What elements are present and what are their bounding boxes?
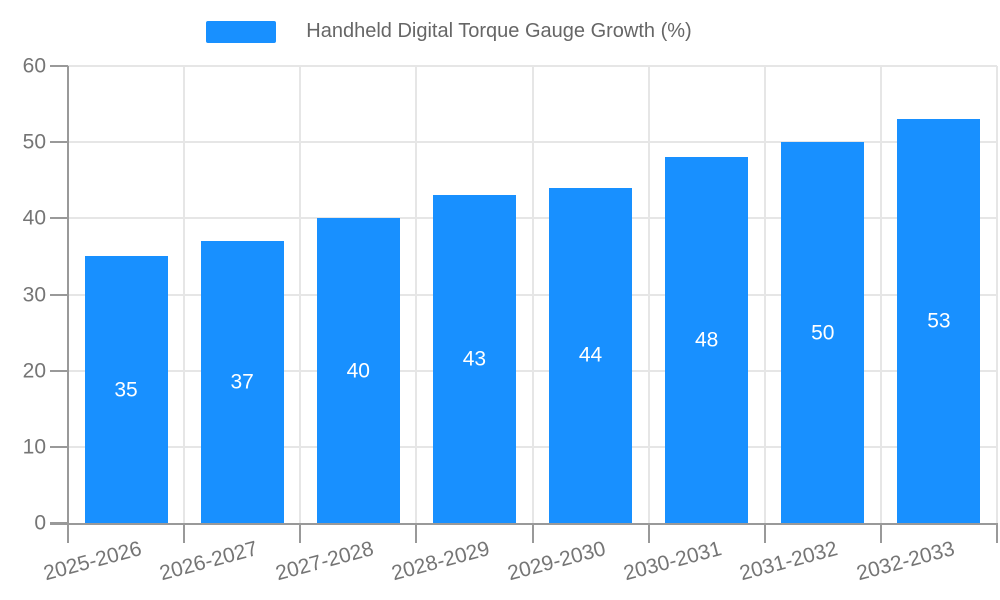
v-gridline	[299, 66, 302, 523]
x-tick	[415, 523, 418, 543]
x-tick	[67, 523, 69, 543]
y-axis-line	[67, 66, 69, 543]
y-tick	[50, 522, 68, 524]
legend-swatch	[206, 20, 277, 43]
y-tick-label: 30	[22, 283, 46, 306]
y-tick-label: 60	[22, 54, 46, 78]
x-tick	[183, 523, 186, 543]
y-tick-label: 50	[22, 130, 46, 154]
v-gridline	[763, 66, 766, 523]
x-tick-label: 2030-2031	[621, 537, 725, 586]
bar	[316, 218, 400, 523]
y-tick	[50, 445, 68, 448]
y-tick-label: 0	[34, 511, 46, 535]
x-tick-label: 2029-2030	[505, 537, 609, 586]
x-tick-label: 2025-2026	[40, 537, 144, 586]
y-tick-label: 20	[22, 359, 46, 383]
x-tick-label: 2028-2029	[389, 537, 493, 586]
bar	[549, 187, 633, 523]
x-tick	[531, 523, 534, 543]
v-gridline	[879, 66, 882, 523]
x-tick-label: 2031-2032	[737, 537, 841, 586]
x-tick	[299, 523, 302, 543]
v-gridline	[647, 66, 650, 523]
x-tick	[879, 523, 882, 543]
y-tick-label: 10	[22, 435, 46, 459]
y-tick-label: 40	[22, 206, 46, 230]
bar-value-label: 35	[114, 378, 138, 402]
legend[interactable]: Handheld Digital Torque Gauge Growth (%)	[0, 20, 949, 43]
bar-value-label: 37	[230, 370, 254, 394]
bar-value-label: 48	[695, 328, 719, 352]
bar-value-label: 53	[927, 309, 951, 333]
bar	[432, 195, 516, 523]
y-tick	[50, 369, 68, 372]
y-tick	[50, 141, 68, 144]
y-tick	[50, 293, 68, 296]
x-tick-label: 2026-2027	[156, 537, 260, 586]
bar	[665, 157, 749, 523]
x-tick	[763, 523, 766, 543]
bar	[781, 142, 865, 523]
v-gridline	[531, 66, 534, 523]
y-tick	[50, 65, 68, 67]
x-tick-label: 2032-2033	[853, 537, 957, 586]
bar-value-label: 40	[346, 359, 370, 383]
x-tick-label: 2027-2028	[273, 537, 377, 586]
bar	[200, 241, 284, 523]
legend-label: Handheld Digital Torque Gauge Growth (%)	[306, 20, 692, 42]
v-gridline	[996, 66, 998, 523]
bar-value-label: 43	[462, 347, 487, 371]
bar-value-label: 44	[578, 343, 603, 367]
y-tick	[50, 217, 68, 220]
bar	[84, 256, 168, 523]
v-gridline	[183, 66, 186, 523]
bar-value-label: 50	[811, 321, 835, 345]
x-tick	[647, 523, 650, 543]
x-tick	[996, 523, 998, 543]
bar	[897, 119, 981, 523]
x-axis-line	[50, 523, 997, 525]
v-gridline	[415, 66, 418, 523]
